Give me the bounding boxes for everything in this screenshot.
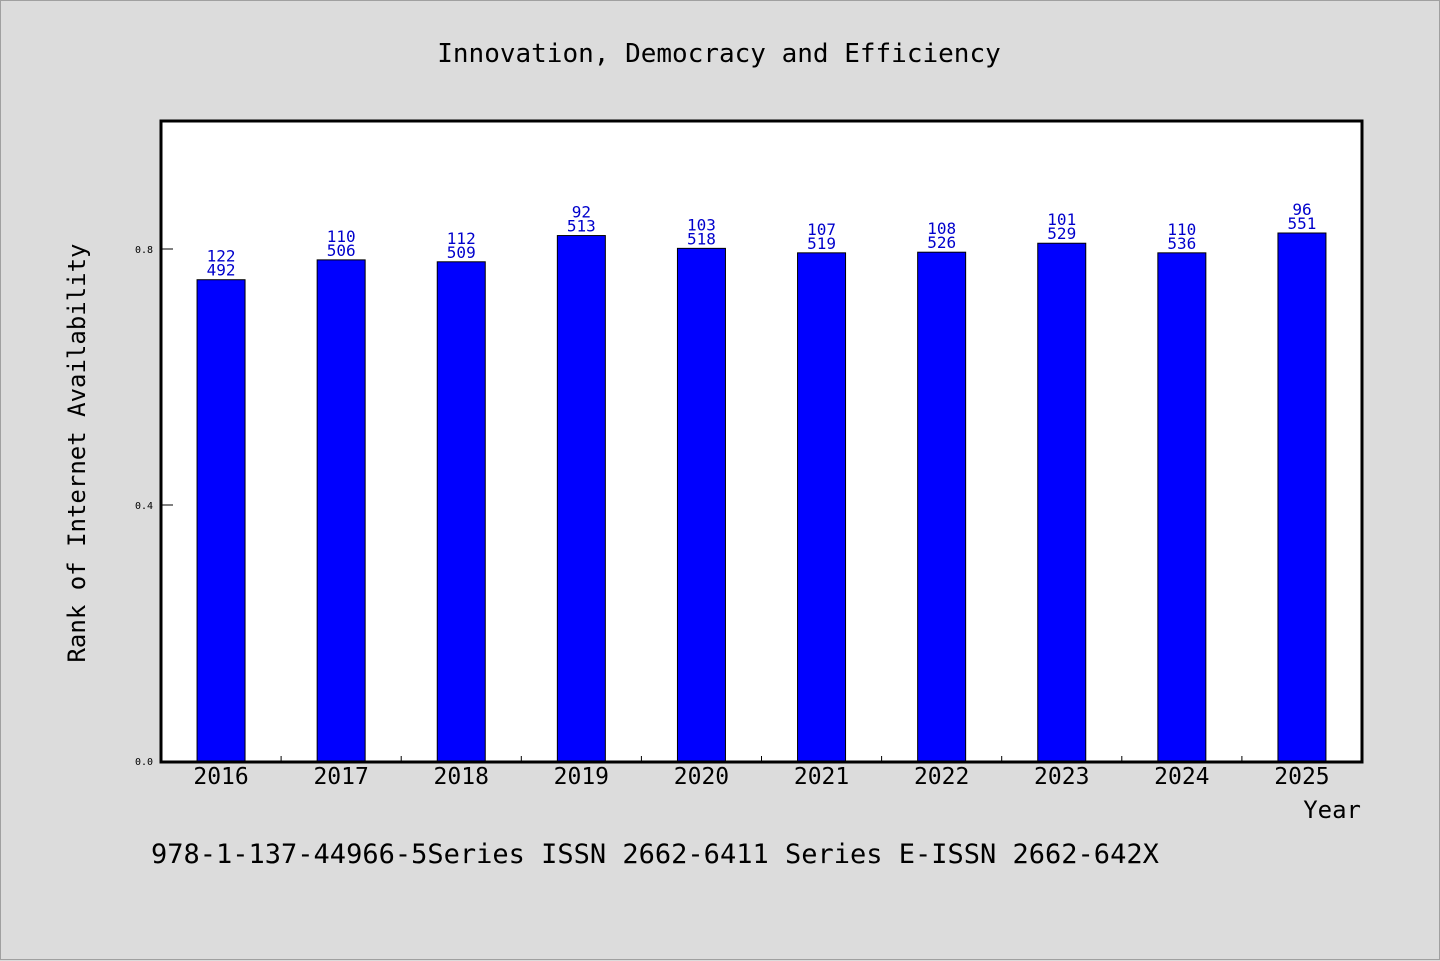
x-tick-label-2019: 2019 [554, 764, 609, 790]
bar-2017 [316, 259, 366, 762]
x-tick-label-2018: 2018 [434, 764, 489, 790]
bar-2022 [917, 251, 967, 762]
y-tick-label: 0.0 [135, 757, 153, 768]
bar-label-bottom-2023: 529 [1047, 224, 1076, 243]
bar-label-top-2017: 110 [327, 227, 356, 246]
x-tick-label-2025: 2025 [1274, 764, 1329, 790]
bar-label-bottom-2020: 518 [687, 229, 716, 248]
bar-label-top-2016: 122 [207, 247, 236, 266]
bar-label-bottom-2024: 536 [1167, 234, 1196, 253]
plot-border [159, 119, 1364, 764]
x-tick-label-2021: 2021 [794, 764, 849, 790]
x-tick-label-2017: 2017 [313, 764, 368, 790]
bar-2016 [196, 279, 246, 762]
bar-label-bottom-2016: 492 [207, 261, 236, 280]
bar-label-top-2019: 92 [572, 203, 591, 222]
bar-label-bottom-2017: 506 [327, 241, 356, 260]
bar-2018 [436, 261, 486, 762]
bar-label-bottom-2019: 513 [567, 217, 596, 236]
y-tick-label: 0.4 [135, 501, 153, 512]
bar-label-bottom-2018: 509 [447, 243, 476, 262]
x-ticks-group: 2016 2017 2018 2019 2020 2021 2022 2023 2024 2025 [193, 756, 1330, 790]
x-tick-label-2020: 2020 [674, 764, 729, 790]
x-axis-label: Year [1303, 796, 1361, 824]
bar-label-bottom-2022: 526 [927, 233, 956, 252]
bar-label-top-2022: 108 [927, 219, 956, 238]
bar-label-top-2023: 101 [1047, 210, 1076, 229]
x-tick-label-2022: 2022 [914, 764, 969, 790]
x-tick-label-2023: 2023 [1034, 764, 1089, 790]
bar-label-top-2025: 96 [1292, 200, 1311, 219]
x-tick-label-2016: 2016 [193, 764, 248, 790]
bar-label-bottom-2021: 519 [807, 234, 836, 253]
bar-2020 [676, 247, 726, 762]
bar-2025 [1277, 232, 1327, 762]
x-tick-label-2024: 2024 [1154, 764, 1209, 790]
bar-label-top-2024: 110 [1167, 220, 1196, 239]
bar-2024 [1157, 252, 1207, 762]
bar-label-top-2020: 103 [687, 215, 716, 234]
y-tick-label: 0.8 [135, 245, 153, 256]
y-axis-label: Rank of Internet Availability [63, 243, 91, 662]
chart-title: Innovation, Democracy and Efficiency [437, 39, 1001, 69]
bar-label-top-2018: 112 [447, 229, 476, 248]
bar-2023 [1037, 242, 1087, 762]
bar-2019 [556, 235, 606, 762]
bars-group [196, 232, 1327, 762]
bar-2021 [797, 252, 847, 762]
bar-label-bottom-2025: 551 [1287, 214, 1316, 233]
bar-label-top-2021: 107 [807, 220, 836, 239]
footer-isbn-text: 978-1-137-44966-5Series ISSN 2662-6411 S… [151, 839, 1159, 870]
